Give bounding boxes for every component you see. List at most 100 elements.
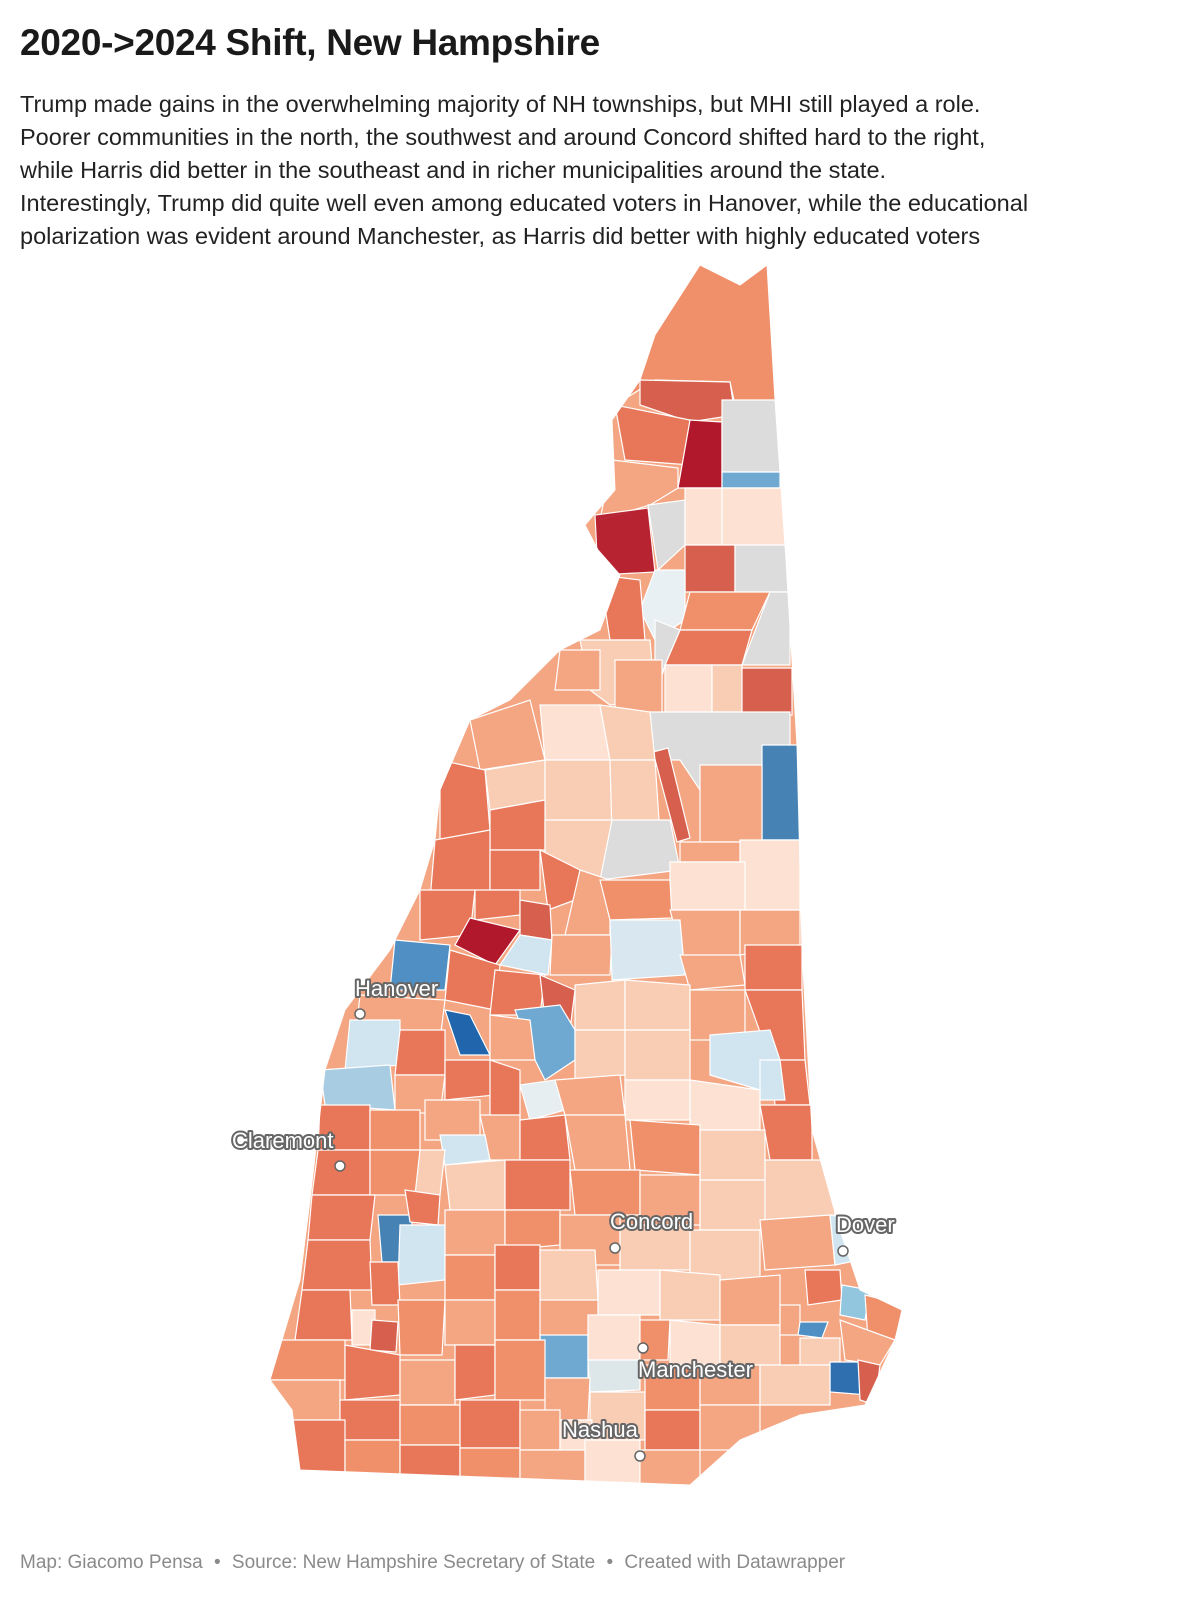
footer-source: Source: New Hampshire Secretary of State <box>231 1552 596 1573</box>
township <box>639 1319 671 1361</box>
city-dot <box>354 1008 366 1020</box>
city-dot <box>609 1242 621 1254</box>
township <box>397 1299 446 1356</box>
township <box>397 1224 446 1286</box>
township <box>744 944 803 991</box>
township <box>294 1289 353 1341</box>
township <box>344 1439 401 1485</box>
township <box>759 1059 786 1101</box>
chart-description: Trump made gains in the overwhelming maj… <box>20 88 1170 253</box>
township <box>711 664 743 713</box>
township <box>684 487 723 546</box>
township <box>544 759 613 821</box>
township <box>504 1209 561 1251</box>
city-label: Claremont <box>232 1128 333 1153</box>
township <box>629 1119 701 1176</box>
township <box>539 1334 589 1379</box>
township <box>599 459 679 521</box>
township <box>444 1254 496 1301</box>
city-markers: Hanover Claremont Concord Dover Manchest… <box>230 974 897 1462</box>
township <box>857 1359 881 1406</box>
city-label: Concord <box>610 1209 693 1234</box>
description-line: while Harris did better in the southeast… <box>20 157 887 183</box>
city-label: Nashua <box>562 1417 639 1442</box>
township <box>721 399 781 473</box>
township <box>311 1149 371 1196</box>
city-dot <box>634 1450 646 1462</box>
township <box>609 919 686 981</box>
chart-title: 2020->2024 Shift, New Hampshire <box>20 22 600 63</box>
township <box>549 934 613 976</box>
city-label: Dover <box>836 1212 895 1237</box>
township <box>684 544 736 593</box>
footer-separator: • <box>213 1552 221 1573</box>
nh-shift-map: Hanover Claremont Concord Dover Manchest… <box>230 264 903 1486</box>
township <box>339 1399 401 1441</box>
township <box>301 1239 373 1291</box>
state-outline <box>269 264 903 1486</box>
township <box>369 1149 421 1196</box>
township <box>587 1359 641 1393</box>
township <box>404 1189 441 1226</box>
township <box>494 1244 541 1291</box>
description-line: Interestingly, Trump did quite well even… <box>20 190 1029 216</box>
township <box>519 1409 561 1451</box>
city-dot <box>837 1245 849 1257</box>
township <box>519 1449 586 1485</box>
township <box>489 849 541 891</box>
township <box>439 1134 491 1166</box>
township <box>741 591 791 666</box>
township <box>597 1269 661 1316</box>
township <box>721 471 781 489</box>
city-label: Manchester <box>638 1357 753 1382</box>
township <box>444 1299 496 1346</box>
city-dover: Dover <box>834 1210 897 1257</box>
township <box>459 1447 521 1485</box>
city-manchester: Manchester <box>636 1342 755 1384</box>
township <box>652 747 691 843</box>
township <box>699 1179 771 1231</box>
chart-footer: Map: Giacomo Pensa • Source: New Hampshi… <box>20 1552 845 1574</box>
township <box>761 744 801 841</box>
township <box>369 1109 421 1151</box>
township <box>699 1404 761 1451</box>
township <box>307 1194 376 1241</box>
township <box>644 1409 701 1451</box>
township <box>319 1064 396 1111</box>
township <box>599 879 673 921</box>
township <box>554 1074 626 1116</box>
township <box>624 1079 691 1121</box>
township <box>759 1364 831 1406</box>
township <box>444 1059 496 1101</box>
township <box>664 664 713 713</box>
township <box>389 939 451 991</box>
township <box>719 1274 781 1326</box>
township <box>759 1214 836 1271</box>
city-dot <box>637 1342 649 1354</box>
description-line: Poorer communities in the north, the sou… <box>20 124 986 150</box>
township <box>564 1114 631 1171</box>
township <box>444 1159 506 1211</box>
township <box>574 979 626 1031</box>
township <box>489 1014 536 1061</box>
township <box>599 704 656 761</box>
township <box>489 1059 521 1121</box>
township <box>764 1159 836 1221</box>
township <box>494 1339 546 1401</box>
township <box>459 1399 521 1449</box>
township <box>454 1344 496 1401</box>
township <box>474 889 521 921</box>
township <box>414 1149 446 1196</box>
township <box>594 507 656 576</box>
township <box>624 1029 691 1081</box>
township <box>399 1359 456 1406</box>
description-line: Trump made gains in the overwhelming maj… <box>20 91 981 117</box>
township <box>344 1019 401 1071</box>
township <box>699 764 763 843</box>
township <box>584 1439 641 1485</box>
township <box>574 1029 626 1081</box>
city-label: Hanover <box>355 976 438 1001</box>
township <box>799 1337 841 1366</box>
township <box>270 1339 346 1381</box>
township <box>734 544 789 593</box>
